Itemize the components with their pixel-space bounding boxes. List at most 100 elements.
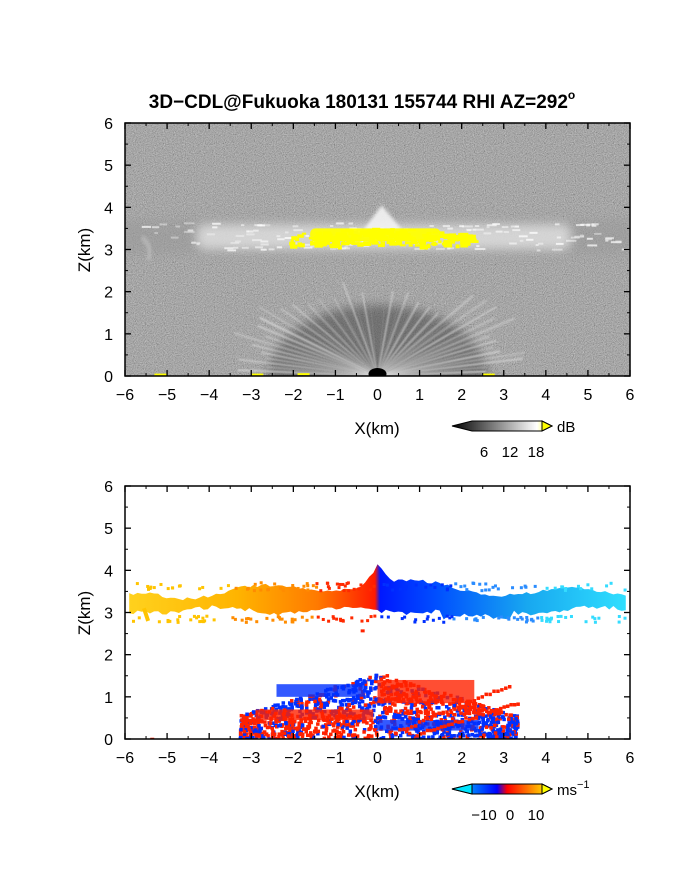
velocity-pixel (368, 701, 373, 706)
cloud-texture (246, 233, 255, 236)
velocity-pixel (339, 702, 343, 707)
cloud-texture (605, 239, 609, 242)
velocity-pixel (369, 615, 373, 619)
velocity-pixel (370, 681, 374, 686)
fan-ray (234, 332, 378, 376)
y-tick-label: 0 (104, 732, 113, 749)
velocity-pixel (352, 719, 356, 724)
velocity-pixel (273, 582, 277, 586)
velocity-pixel (401, 712, 405, 716)
cloud-texture (594, 232, 602, 235)
velocity-pixel (418, 732, 423, 736)
velocity-pixel (400, 617, 404, 621)
velocity-pixel (448, 702, 452, 706)
saturated-pixel (297, 373, 310, 376)
velocity-pixel (171, 586, 175, 590)
velocity-pixel (473, 618, 477, 622)
velocity-pixel (327, 735, 331, 739)
velocity-pixel (382, 583, 386, 587)
velocity-pixel (496, 689, 500, 694)
velocity-pixel (178, 615, 182, 619)
velocity-pixel (322, 718, 327, 722)
velocity-pixel (198, 587, 202, 591)
velocity-pixel (315, 585, 319, 589)
cloud-texture (227, 249, 237, 252)
velocity-pixel (416, 717, 421, 721)
saturated-pixel (432, 241, 436, 247)
saturated-pixel (297, 234, 304, 238)
velocity-pixel (335, 617, 339, 621)
velocity-pixel (372, 704, 376, 708)
velocity-pixel (367, 690, 371, 695)
velocity-pixel (201, 620, 205, 624)
cloud-texture (257, 224, 266, 227)
cloud-texture (474, 225, 480, 228)
velocity-pixel (425, 702, 429, 706)
cloud-texture (235, 235, 245, 238)
cloud-texture (291, 242, 301, 245)
x-tick-label: −6 (116, 750, 134, 767)
velocity-pixel (271, 704, 276, 709)
velocity-pixel (270, 721, 275, 725)
velocity-pixel (452, 617, 456, 621)
y-tick-label: 1 (104, 327, 113, 344)
velocity-pixel (362, 730, 366, 734)
fan-ray (377, 357, 523, 376)
cloud-texture (587, 244, 598, 247)
velocity-pixel (244, 724, 248, 728)
cloud-texture (184, 230, 195, 233)
velocity-pixel (576, 584, 580, 588)
velocity-pixel (617, 620, 621, 624)
velocity-pixel (506, 723, 510, 728)
saturated-pixel (447, 240, 456, 244)
velocity-pixel (390, 733, 394, 738)
saturated-pixel (408, 244, 413, 247)
velocity-pixel (506, 733, 510, 738)
velocity-pixel (287, 734, 291, 738)
velocity-pixel (398, 587, 402, 591)
velocity-pixel (478, 712, 482, 716)
velocity-pixel (512, 702, 517, 707)
velocity-pixel (605, 584, 609, 588)
velocity-pixel (398, 733, 403, 738)
velocity-pixel (512, 725, 517, 729)
velocity-pixel (337, 731, 342, 735)
cloud-texture (170, 236, 179, 239)
velocity-pixel (295, 697, 299, 702)
saturated-pixel (154, 373, 167, 376)
velocity-pixel (360, 699, 365, 704)
velocity-pixel (284, 726, 288, 731)
x-tick-label: −6 (116, 387, 134, 404)
velocity-pixel (166, 587, 170, 591)
velocity-pixel (408, 716, 412, 720)
velocity-pixel (499, 733, 504, 738)
fan-ray (291, 304, 379, 376)
velocity-block (377, 720, 479, 731)
velocity-pixel (623, 616, 627, 620)
fan-ray (377, 267, 459, 376)
velocity-pixel (360, 681, 365, 686)
cloud-texture (466, 229, 472, 232)
velocity-pixel (465, 617, 469, 621)
x-tick-label: 0 (373, 387, 382, 404)
velocity-pixel (300, 734, 305, 739)
velocity-pixel (291, 729, 295, 734)
velocity-pixel (265, 616, 269, 620)
velocity-pixel (152, 586, 156, 590)
velocity-pixel (253, 582, 257, 586)
velocity-pixel (245, 712, 249, 717)
velocity-pixel (300, 701, 304, 706)
saturated-pixel (456, 238, 464, 242)
velocity-pixel (427, 705, 431, 710)
velocity-pixel (340, 706, 344, 711)
velocity-pixel (281, 736, 285, 739)
cloud-texture (610, 241, 622, 244)
velocity-pixel (277, 734, 281, 739)
velocity-pixel (486, 719, 490, 723)
velocity-pixel (413, 702, 418, 707)
velocity-pixel (355, 680, 360, 684)
velocity-pixel (321, 724, 325, 729)
velocity-pixel (351, 724, 356, 728)
velocity-pixel (372, 584, 376, 588)
velocity-pixel (487, 706, 491, 710)
